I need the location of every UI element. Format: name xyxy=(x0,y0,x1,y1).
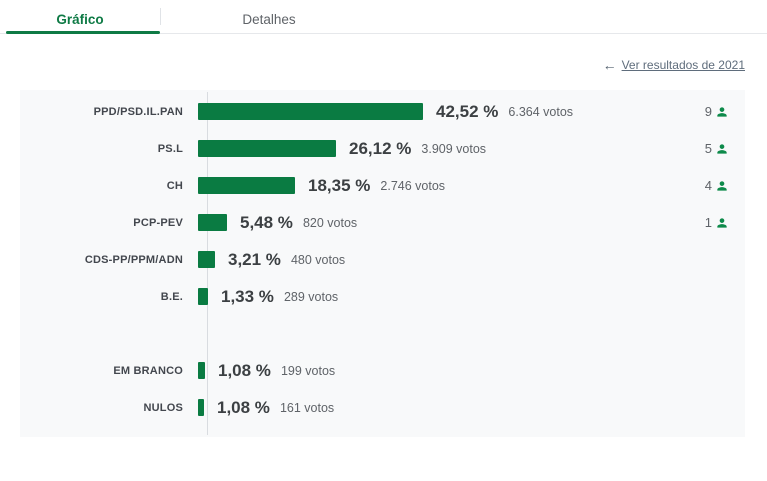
bar-area: 1,33 % 289 votos xyxy=(195,287,745,307)
row-spacer xyxy=(20,315,745,352)
chart-row: EM BRANCO 1,08 % 199 votos xyxy=(20,352,745,389)
result-bar xyxy=(198,399,204,416)
results-chart-panel: PPD/PSD.IL.PAN 42,52 % 6.364 votos 9 PS.L 26,… xyxy=(20,90,745,437)
result-bar xyxy=(198,251,215,268)
votes-count: 289 votos xyxy=(283,289,339,304)
tab-bar: Gráfico Detalhes xyxy=(0,0,767,34)
person-icon xyxy=(717,180,727,191)
seats-block: 5 xyxy=(679,141,729,156)
votes-count: 199 votos xyxy=(280,363,336,378)
bar-area: 3,21 % 480 votos xyxy=(195,250,745,270)
party-label: PCP-PEV xyxy=(133,216,183,229)
person-icon xyxy=(717,106,727,117)
percent-value: 26,12 % xyxy=(349,138,412,158)
bar-area: 26,12 % 3.909 votos xyxy=(195,139,679,159)
seats-count: 1 xyxy=(704,215,712,230)
chart-row: CH 18,35 % 2.746 votos 4 xyxy=(20,167,745,204)
link-label: Ver resultados de 2021 xyxy=(621,58,745,72)
party-label: CDS-PP/PPM/ADN xyxy=(84,253,183,266)
person-icon xyxy=(717,217,727,228)
seats-count: 9 xyxy=(704,104,712,119)
link-ver-resultados-2021[interactable]: ← Ver resultados de 2021 xyxy=(603,57,745,73)
result-bar xyxy=(198,140,336,157)
chart-rows: PPD/PSD.IL.PAN 42,52 % 6.364 votos 9 PS.L 26,… xyxy=(20,93,745,426)
votes-count: 6.364 votos xyxy=(508,104,574,119)
party-label: PPD/PSD.IL.PAN xyxy=(93,105,183,118)
votes-count: 2.746 votos xyxy=(380,178,446,193)
party-label: NULOS xyxy=(143,401,183,414)
bar-area: 1,08 % 199 votos xyxy=(195,361,745,381)
percent-value: 18,35 % xyxy=(308,175,371,195)
seats-block: 9 xyxy=(679,104,729,119)
result-bar xyxy=(198,214,227,231)
percent-value: 1,33 % xyxy=(221,286,274,306)
tab-divider xyxy=(160,8,161,25)
percent-value: 1,08 % xyxy=(217,397,270,417)
result-bar xyxy=(198,177,295,194)
seats-block: 4 xyxy=(679,178,729,193)
bar-area: 42,52 % 6.364 votos xyxy=(195,102,679,122)
party-label: EM BRANCO xyxy=(113,364,183,377)
votes-count: 820 votos xyxy=(302,215,358,230)
party-label: PS.L xyxy=(157,142,183,155)
seats-block: 1 xyxy=(679,215,729,230)
tab-grafico[interactable]: Gráfico xyxy=(0,0,160,34)
person-icon xyxy=(717,143,727,154)
percent-value: 1,08 % xyxy=(218,360,271,380)
bar-area: 1,08 % 161 votos xyxy=(195,398,745,418)
percent-value: 5,48 % xyxy=(240,212,293,232)
result-bar xyxy=(198,362,205,379)
result-bar xyxy=(198,103,423,120)
chart-row: B.E. 1,33 % 289 votos xyxy=(20,278,745,315)
bar-area: 18,35 % 2.746 votos xyxy=(195,176,679,196)
result-bar xyxy=(198,288,208,305)
votes-count: 480 votos xyxy=(290,252,346,267)
seats-count: 5 xyxy=(704,141,712,156)
left-arrow-icon: ← xyxy=(602,57,617,73)
votes-count: 161 votos xyxy=(279,400,335,415)
seats-count: 4 xyxy=(704,178,712,193)
chart-row: CDS-PP/PPM/ADN 3,21 % 480 votos xyxy=(20,241,745,278)
party-label: CH xyxy=(166,179,183,192)
tab-detalhes[interactable]: Detalhes xyxy=(242,12,296,27)
chart-row: PCP-PEV 5,48 % 820 votos 1 xyxy=(20,204,745,241)
votes-count: 3.909 votos xyxy=(421,141,487,156)
percent-value: 3,21 % xyxy=(228,249,281,269)
party-label: B.E. xyxy=(160,290,183,303)
chart-row: PPD/PSD.IL.PAN 42,52 % 6.364 votos 9 xyxy=(20,93,745,130)
chart-row: PS.L 26,12 % 3.909 votos 5 xyxy=(20,130,745,167)
bar-area: 5,48 % 820 votos xyxy=(195,213,679,233)
percent-value: 42,52 % xyxy=(436,101,499,121)
chart-row: NULOS 1,08 % 161 votos xyxy=(20,389,745,426)
